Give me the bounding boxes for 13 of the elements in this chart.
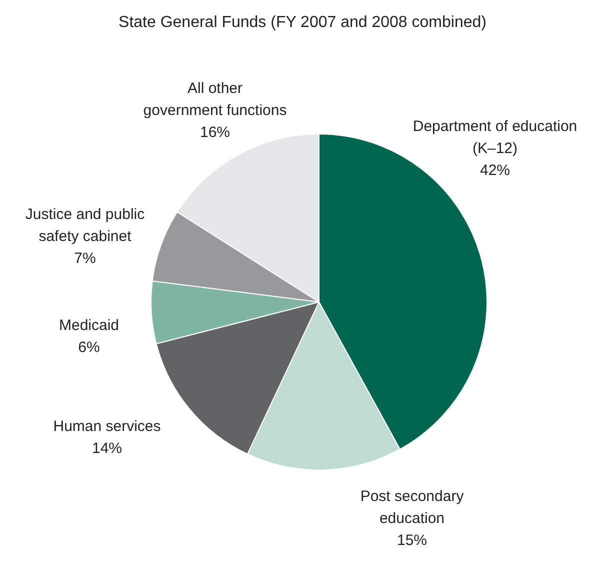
slice-label: Medicaid: [58, 317, 120, 334]
data-label: 15%: [396, 532, 428, 549]
data-label: 42%: [480, 162, 510, 179]
data-label: 7%: [74, 250, 96, 267]
slice-label: Department of education (K–12): [412, 118, 578, 157]
slice-label: Justice and public safety cabinet: [25, 206, 146, 245]
data-label: 14%: [92, 440, 122, 457]
data-label: 6%: [78, 339, 100, 356]
data-label: 16%: [200, 124, 230, 141]
chart-title: State General Funds (FY 2007 and 2008 combined): [118, 14, 486, 31]
slice-label: Post secondary education: [360, 488, 464, 527]
slice-label: All other government functions: [143, 80, 287, 119]
slice-label: Human services: [53, 418, 161, 435]
